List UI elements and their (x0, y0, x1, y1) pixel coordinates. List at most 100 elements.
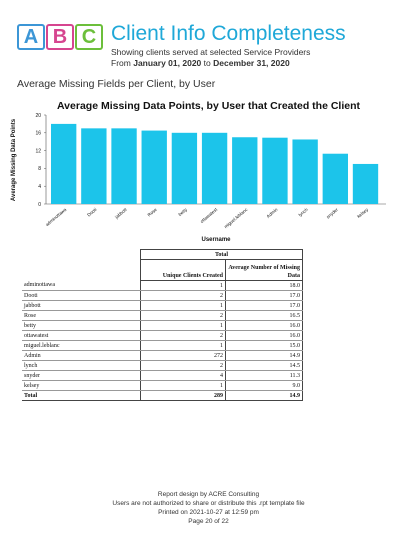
row-username: jabbott (22, 300, 141, 311)
row-username: ottawatest (22, 330, 141, 341)
x-axis-label: Username (201, 237, 231, 243)
bar-dooti (81, 128, 107, 204)
row-clients: 2 (140, 360, 226, 371)
blank-cell (22, 260, 141, 281)
row-username: kelsey (22, 380, 141, 391)
row-avg-missing: 16.0 (225, 330, 303, 341)
x-tick-label: snyder (325, 207, 339, 220)
row-avg-missing: 14.5 (225, 360, 303, 371)
total-avg: 14.9 (225, 390, 303, 401)
bar-jabbott (111, 128, 137, 204)
row-username: lynch (22, 360, 141, 371)
table-row: adminottawa 1 18.0 (22, 280, 303, 291)
table-row: lynch 2 14.5 (22, 360, 303, 371)
footer-printed: Printed on 2021-10-27 at 12:59 pm (158, 509, 259, 516)
bar-betty (171, 132, 198, 204)
footer-notice: Users are not authorized to share or dis… (112, 500, 305, 507)
logo-letter-b: B (46, 24, 74, 50)
row-clients: 2 (140, 330, 226, 341)
bar-admin (262, 137, 288, 204)
total-label: Total (22, 390, 141, 401)
table-row: snyder 4 11.3 (22, 370, 303, 381)
row-clients: 1 (140, 380, 226, 391)
row-avg-missing: 15.0 (225, 340, 303, 351)
x-tick-label: Admin (266, 207, 279, 219)
x-tick-label: adminottawa (45, 207, 68, 228)
row-avg-missing: 11.3 (225, 370, 303, 381)
range-end: December 31, 2020 (213, 58, 290, 68)
table-row: Admin 272 14.9 (22, 350, 303, 361)
x-tick-label: Rose (147, 207, 159, 218)
x-tick-label: lynch (298, 207, 310, 218)
row-username: Rose (22, 310, 141, 321)
blank-cell (22, 250, 141, 260)
row-clients: 1 (140, 340, 226, 351)
table-row: jabbott 1 17.0 (22, 300, 303, 311)
table-row: Dooti 2 17.0 (22, 290, 303, 301)
x-tick-label: betty (177, 206, 188, 217)
bar-ottawatest (201, 132, 228, 204)
x-tick-label: kelsey (356, 206, 370, 219)
report-title: Client Info Completeness (111, 22, 346, 45)
row-avg-missing: 18.0 (225, 280, 303, 291)
y-tick-label: 16 (35, 131, 41, 137)
col-unique-clients: Unique Clients Created (140, 259, 226, 281)
table-row: miguel.leblanc 1 15.0 (22, 340, 303, 351)
y-tick-label: 8 (38, 166, 41, 172)
x-tick-label: miguel.leblanc (223, 206, 249, 229)
table-row: kelsey 1 9.0 (22, 380, 303, 391)
row-clients: 4 (140, 370, 226, 381)
x-tick-label: Dooti (86, 207, 97, 218)
row-avg-missing: 14.9 (225, 350, 303, 361)
range-start: January 01, 2020 (133, 58, 202, 68)
range-prefix: From (111, 58, 131, 68)
logo-letter-c: C (75, 24, 103, 50)
y-tick-label: 4 (38, 184, 41, 190)
table-row: ottawatest 2 16.0 (22, 330, 303, 341)
row-clients: 1 (140, 280, 226, 291)
stats-table: Total Unique Clients Created Average Num… (22, 249, 303, 401)
row-clients: 272 (140, 350, 226, 361)
row-avg-missing: 16.5 (225, 310, 303, 321)
y-tick-label: 0 (38, 202, 41, 208)
x-tick-label: ottawatest (199, 206, 219, 223)
col-avg-missing: Average Number of Missing Data (225, 259, 303, 281)
bar-snyder (322, 153, 348, 204)
row-clients: 1 (140, 300, 226, 311)
row-username: Dooti (22, 290, 141, 301)
y-axis-label: Average Missing Data Points (11, 118, 17, 201)
section-title: Average Missing Fields per Client, by Us… (17, 78, 216, 90)
footer-design: Report design by ACRE Consulting (157, 491, 260, 498)
logo-letter-a: A (17, 24, 45, 50)
x-tick-label: jabbott (113, 206, 128, 220)
row-avg-missing: 16.0 (225, 320, 303, 331)
y-tick-label: 20 (35, 113, 41, 119)
table-group-title: Total (140, 249, 303, 260)
row-username: adminottawa (22, 280, 141, 291)
bar-kelsey (352, 163, 379, 204)
range-mid: to (203, 58, 211, 68)
row-clients: 2 (140, 310, 226, 321)
row-username: betty (22, 320, 141, 331)
table-row: betty 1 16.0 (22, 320, 303, 331)
date-range: From January 01, 2020 to December 31, 20… (111, 58, 290, 68)
bar-lynch (292, 139, 318, 204)
bar-chart: 0 4 8 12 16 20 adminottawa Dooti jabbott Rose bet… (11, 113, 386, 243)
row-username: snyder (22, 370, 141, 381)
row-avg-missing: 17.0 (225, 300, 303, 311)
y-tick-label: 12 (35, 148, 41, 154)
total-clients: 289 (140, 390, 226, 401)
footer-page: Page 20 of 22 (188, 518, 229, 525)
bar-adminottawa (51, 123, 77, 204)
abc-logo: A B C (17, 24, 103, 50)
row-clients: 1 (140, 320, 226, 331)
bar-rose (141, 130, 167, 204)
row-avg-missing: 17.0 (225, 290, 303, 301)
row-username: miguel.leblanc (22, 340, 141, 351)
total-row: Total 289 14.9 (22, 390, 303, 401)
report-subtitle: Showing clients served at selected Servi… (111, 47, 311, 57)
row-username: Admin (22, 350, 141, 361)
table-row: Rose 2 16.5 (22, 310, 303, 321)
chart-title: Average Missing Data Points, by User tha… (56, 100, 361, 112)
bar-miguel-leblanc (232, 137, 258, 204)
